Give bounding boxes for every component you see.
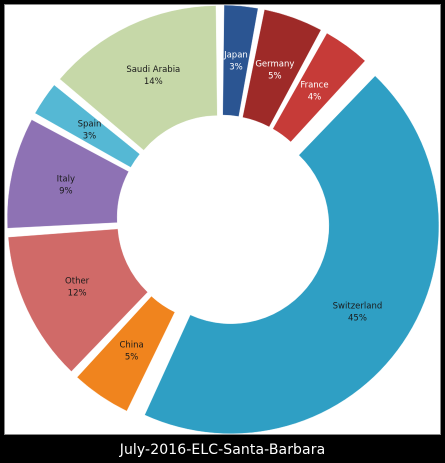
slice-value-spain: 3% — [83, 132, 97, 142]
slice-name-italy: Italy — [57, 174, 75, 184]
slice-value-italy: 9% — [59, 186, 73, 196]
slice-name-japan: Japan — [223, 51, 248, 61]
slice-shade-japan — [222, 5, 259, 117]
slice-value-japan: 3% — [229, 63, 243, 73]
donut-chart: Japan 3% Germany 5% France 4% Switzerland 45% Ch… — [6, 5, 440, 434]
slice-name-china: China — [119, 341, 143, 351]
slice-shade-other — [8, 228, 148, 372]
slice-name-spain: Spain — [78, 120, 102, 130]
caption-bar: July-2016-ELC-Santa-Barbara — [0, 437, 445, 463]
slice-shade-france — [272, 33, 366, 142]
slice-value-switzerland: 45% — [348, 314, 367, 324]
slice-shade-switzerland — [144, 75, 439, 434]
slice-value-saudi-arabia: 14% — [144, 77, 163, 87]
slice-value-china: 5% — [125, 353, 139, 363]
slice-name-germany: Germany — [255, 59, 294, 69]
plot-area: Japan 3% Germany 5% France 4% Switzerland 45% Ch… — [4, 4, 441, 435]
slice-shade-china — [77, 296, 175, 412]
slice-name-other: Other — [65, 277, 90, 287]
slice-shade-italy — [7, 119, 129, 229]
slice-value-france: 4% — [308, 92, 322, 102]
slice-name-switzerland: Switzerland — [333, 302, 383, 312]
slice-name-france: France — [300, 80, 328, 90]
slice-name-saudi-arabia: Saudi Arabia — [126, 65, 180, 75]
slice-shade-germany — [242, 9, 322, 127]
slice-value-germany: 5% — [268, 71, 282, 81]
slice-shade-spain — [34, 84, 140, 168]
slice-value-other: 12% — [68, 289, 87, 299]
slice-shade-saudi-arabia — [59, 5, 218, 151]
chart-caption: July-2016-ELC-Santa-Barbara — [119, 442, 326, 458]
